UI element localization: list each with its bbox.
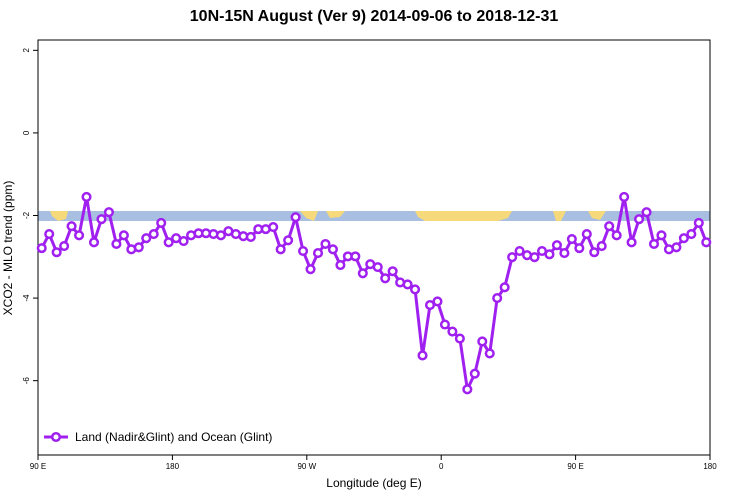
data-point [335, 259, 346, 271]
x-tick-label: 180 [166, 462, 180, 471]
data-point [484, 348, 495, 359]
data-point [678, 233, 689, 244]
chart-title: 10N-15N August (Ver 9) 2014-09-06 to 201… [190, 8, 559, 25]
data-point [59, 241, 70, 252]
data-point [268, 222, 279, 233]
data-point [499, 282, 510, 293]
data-point [477, 336, 488, 347]
y-tick-label: -2 [22, 211, 31, 219]
data-point [611, 230, 622, 241]
data-point [290, 212, 301, 223]
data-point [327, 244, 338, 255]
x-tick-label: 90 W [297, 462, 316, 471]
data-point [462, 384, 473, 395]
data-point [439, 319, 450, 330]
data-point [589, 247, 600, 258]
band-patch [300, 211, 318, 221]
data-point [298, 245, 309, 257]
data-point [387, 266, 398, 277]
data-point [447, 326, 458, 337]
data-point [574, 243, 585, 254]
data-point [357, 268, 368, 279]
data-point [88, 237, 100, 248]
data-point [454, 333, 465, 344]
data-point [529, 252, 540, 263]
x-tick-label: 90 E [30, 462, 46, 471]
data-point [51, 247, 62, 258]
band-patch [326, 211, 345, 218]
data-point [66, 221, 77, 232]
data-point [626, 237, 637, 248]
band-patch [588, 211, 606, 220]
data-point [320, 238, 331, 250]
y-tick-label: -4 [22, 294, 31, 302]
data-point [641, 207, 652, 218]
data-point [81, 191, 92, 202]
y-tick-label: -6 [22, 377, 31, 385]
data-point [551, 240, 562, 251]
data-point [111, 238, 122, 250]
x-axis-label: Longitude (deg E) [326, 476, 421, 490]
data-point [507, 252, 518, 263]
data-point [305, 264, 316, 275]
x-tick-label: 90 E [567, 462, 583, 471]
data-point [596, 241, 607, 252]
data-point [372, 262, 383, 273]
data-point [36, 243, 47, 254]
data-point [701, 237, 712, 248]
data-point [402, 279, 413, 290]
y-tick-label: 2 [22, 48, 31, 53]
x-tick-label: 180 [703, 462, 717, 471]
data-point [693, 217, 704, 228]
surface-band [38, 211, 710, 221]
data-point [559, 248, 570, 259]
y-axis-label: XCO2 - MLO trend (ppm) [1, 181, 15, 316]
data-point [432, 296, 443, 307]
data-point [312, 248, 324, 259]
band [38, 211, 710, 221]
data-point [619, 191, 630, 202]
data-point [410, 284, 421, 295]
data-point [514, 245, 525, 257]
y-tick-label: 0 [22, 130, 31, 135]
data-point [492, 293, 503, 304]
data-point [74, 230, 85, 241]
data-point [283, 235, 294, 246]
data-point [544, 249, 555, 260]
legend-label: Land (Nadir&Glint) and Ocean (Glint) [75, 430, 272, 444]
data-point [44, 229, 55, 240]
data-point [634, 214, 645, 225]
data-point [380, 273, 391, 284]
data-point [671, 242, 682, 253]
data-point [424, 300, 436, 311]
data-point [141, 233, 152, 244]
data-point [103, 207, 114, 218]
data-point [148, 229, 159, 240]
data-point [604, 221, 615, 232]
data-point [275, 244, 286, 255]
data-point [156, 217, 167, 228]
data-point [469, 368, 480, 379]
data-point [215, 230, 226, 241]
data-point [245, 231, 256, 243]
band-patch [50, 211, 68, 221]
data-point [178, 236, 189, 247]
data-point [648, 238, 660, 250]
legend-marker [50, 431, 62, 443]
data-point [417, 350, 428, 361]
band-patch [415, 211, 512, 221]
data-point [118, 230, 129, 241]
data-point [656, 230, 667, 241]
x-tick-label: 0 [439, 462, 444, 471]
band-patch [553, 211, 566, 221]
data-point [686, 229, 697, 240]
data-point [581, 229, 592, 240]
data-point [133, 242, 144, 253]
data-point [96, 214, 107, 225]
data-point [350, 251, 361, 262]
data-point [163, 237, 174, 248]
data-point [566, 233, 577, 245]
